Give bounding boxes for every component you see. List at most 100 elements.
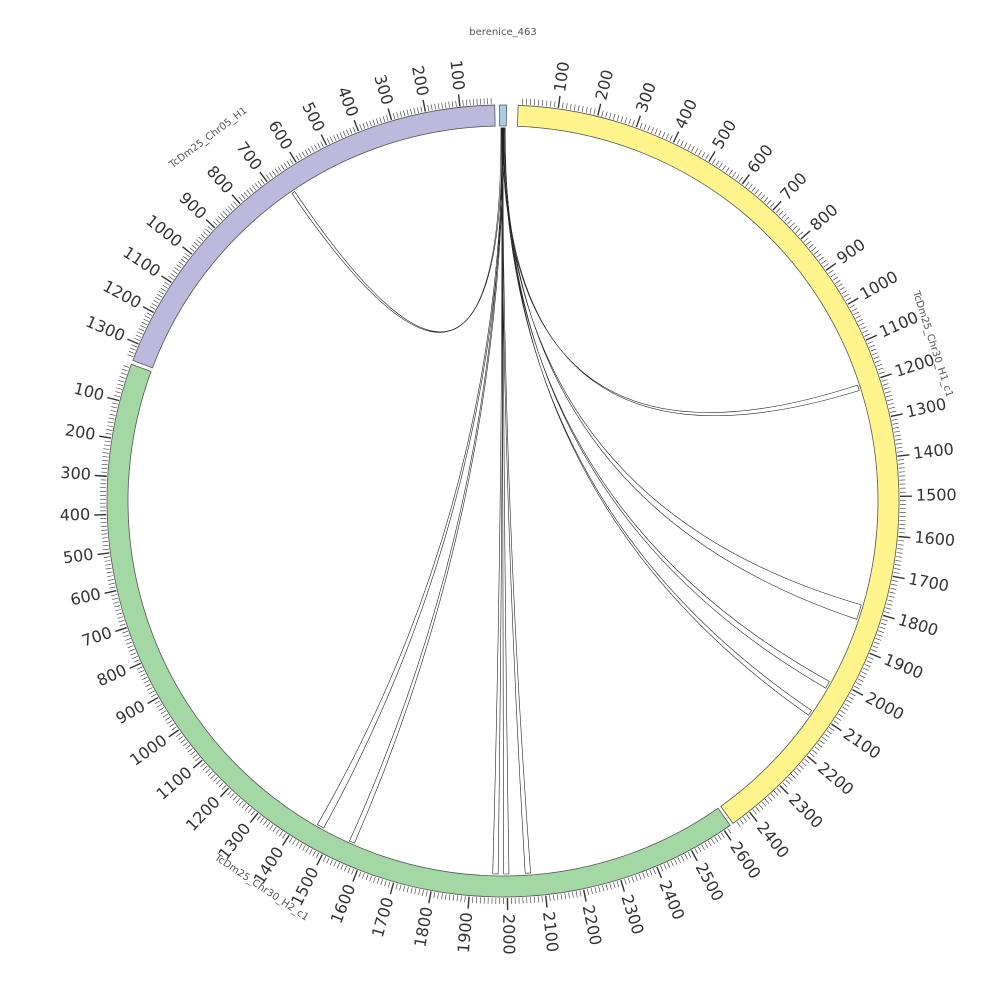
minor-tick (396, 112, 399, 119)
minor-tick (833, 720, 839, 725)
minor-tick (336, 862, 340, 869)
minor-tick (754, 189, 759, 195)
minor-tick (804, 758, 810, 764)
tick-label-chr30h1-1600: 1600 (914, 527, 956, 550)
minor-tick (817, 743, 823, 748)
minor-tick (151, 303, 158, 307)
minor-tick (136, 666, 143, 670)
minor-tick (770, 793, 776, 799)
minor-tick (727, 828, 732, 834)
minor-tick (445, 893, 447, 900)
minor-tick (320, 141, 324, 148)
major-tick (545, 895, 548, 908)
minor-tick (106, 429, 113, 431)
major-tick (231, 194, 241, 205)
minor-tick (282, 833, 287, 839)
tick-label-chr05h1-1000: 1000 (142, 211, 186, 251)
minor-tick (651, 127, 654, 133)
tick-label-chr30h2-1800: 1800 (410, 905, 436, 948)
minor-tick (894, 568, 901, 570)
minor-tick (764, 799, 770, 804)
tick-label-chr05h1-600: 600 (265, 117, 297, 153)
minor-tick (195, 757, 201, 762)
link-berenice-chr30h1-3 (502, 127, 830, 689)
minor-tick (538, 99, 540, 106)
tick-label-chr05h1-400: 400 (334, 84, 363, 119)
minor-tick (215, 218, 220, 224)
minor-tick (462, 99, 464, 107)
minor-tick (277, 166, 282, 172)
major-tick (672, 131, 680, 143)
minor-tick (790, 773, 796, 779)
minor-tick (616, 114, 620, 121)
minor-tick (888, 595, 895, 598)
minor-tick (220, 213, 225, 219)
minor-tick (434, 103, 436, 110)
tick-label-chr30h2-1100: 1100 (152, 763, 195, 804)
minor-tick (126, 641, 133, 645)
major-tick (107, 396, 120, 402)
minor-tick (122, 368, 128, 372)
minor-tick (340, 864, 344, 871)
minor-tick (182, 255, 188, 260)
minor-tick (143, 318, 149, 322)
minor-tick (711, 838, 715, 845)
major-tick (94, 474, 107, 477)
minor-tick (894, 564, 901, 566)
minor-tick (369, 120, 372, 127)
tick-label-chr05h1-1300: 1300 (83, 312, 128, 346)
minor-tick (105, 563, 112, 566)
minor-tick (314, 144, 318, 151)
minor-tick (725, 167, 730, 173)
minor-tick (105, 567, 112, 570)
minor-tick (704, 842, 709, 849)
major-tick (115, 626, 127, 633)
minor-tick (158, 290, 165, 295)
tick-label-chr30h2-2600: 2600 (726, 838, 764, 882)
ideogram-chr30h1 (516, 104, 900, 824)
minor-tick (577, 105, 580, 112)
minor-tick (349, 128, 353, 134)
major-tick (192, 759, 203, 769)
minor-tick (153, 300, 159, 304)
major-tick (161, 275, 172, 284)
minor-tick (406, 886, 409, 893)
minor-tick (720, 832, 725, 838)
minor-tick (766, 199, 772, 205)
minor-tick (888, 402, 895, 406)
minor-tick (227, 790, 232, 796)
tick-label-chr30h1-500: 500 (708, 116, 740, 152)
major-tick (249, 812, 259, 824)
minor-tick (425, 890, 428, 897)
minor-tick (130, 347, 136, 351)
minor-tick (814, 746, 820, 751)
minor-tick (541, 896, 543, 903)
minor-tick (171, 726, 177, 731)
minor-tick (569, 103, 572, 110)
minor-tick (266, 822, 271, 828)
minor-tick (897, 459, 904, 461)
major-tick (656, 866, 663, 879)
minor-tick (342, 130, 346, 137)
minor-tick (295, 841, 300, 847)
minor-tick (895, 438, 902, 441)
minor-tick (358, 871, 362, 878)
minor-tick (156, 703, 163, 708)
minor-tick (776, 788, 782, 793)
minor-tick (624, 117, 628, 124)
tick-label-chr30h1-600: 600 (743, 141, 777, 177)
minor-tick (101, 537, 108, 539)
minor-tick (842, 706, 848, 711)
minor-tick (896, 556, 903, 558)
minor-tick (767, 796, 773, 802)
minor-tick (127, 645, 134, 649)
minor-tick (866, 660, 873, 664)
minor-tick (315, 852, 320, 859)
tick-label-chr05h1-200: 200 (408, 64, 433, 98)
minor-tick (624, 878, 627, 885)
minor-tick (352, 126, 356, 133)
segments-layer (106, 104, 900, 898)
minor-tick (128, 351, 135, 354)
minor-tick (564, 893, 567, 900)
major-tick (353, 119, 360, 132)
